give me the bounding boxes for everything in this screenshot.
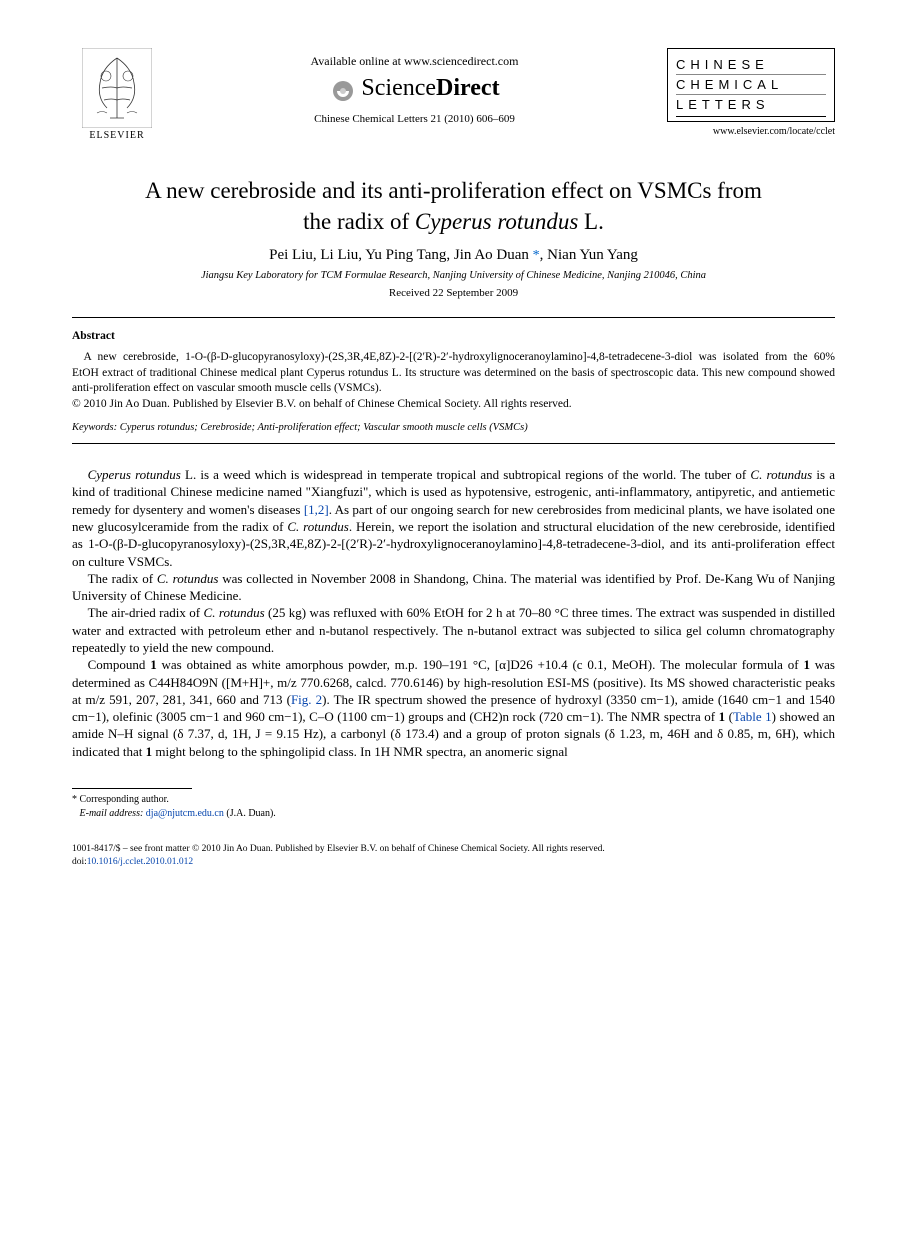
- journal-title-box: CHINESE CHEMICAL LETTERS: [667, 48, 835, 122]
- email-label: E-mail address:: [80, 808, 146, 819]
- authors-main: Pei Liu, Li Liu, Yu Ping Tang, Jin Ao Du…: [269, 247, 533, 263]
- journal-reference: Chinese Chemical Letters 21 (2010) 606–6…: [162, 113, 667, 125]
- keywords-text: Cyperus rotundus; Cerebroside; Anti-prol…: [120, 422, 528, 433]
- elsevier-logo-block: ELSEVIER: [72, 48, 162, 141]
- p3-species: C. rotundus: [204, 605, 265, 620]
- doi-line: doi:10.1016/j.cclet.2010.01.012: [72, 856, 835, 869]
- p1-species-2: C. rotundus: [750, 467, 812, 482]
- doi-label: doi:: [72, 857, 87, 867]
- para-4: Compound 1 was obtained as white amorpho…: [72, 656, 835, 760]
- received-date: Received 22 September 2009: [72, 287, 835, 299]
- p1-t1: L. is a weed which is widespread in temp…: [181, 467, 751, 482]
- front-matter-line: 1001-8417/$ – see front matter © 2010 Ji…: [72, 843, 835, 856]
- sd-swoosh-icon: [329, 77, 357, 105]
- ref-1-2-link[interactable]: [1,2]: [304, 502, 329, 517]
- p1-species-1: Cyperus rotundus: [88, 467, 181, 482]
- p2-t1: The radix of: [88, 571, 157, 586]
- corresponding-author: * Corresponding author.: [72, 793, 835, 807]
- header-center: Available online at www.sciencedirect.co…: [162, 48, 667, 125]
- authors-last: , Nian Yun Yang: [540, 247, 638, 263]
- title-line-1: A new cerebroside and its anti-prolifera…: [145, 178, 762, 203]
- para-1: Cyperus rotundus L. is a weed which is w…: [72, 466, 835, 570]
- title-species: Cyperus rotundus: [415, 209, 578, 234]
- footnote-block: * Corresponding author. E-mail address: …: [72, 793, 835, 821]
- journal-box-line-3: LETTERS: [676, 95, 826, 117]
- authors-line: Pei Liu, Li Liu, Yu Ping Tang, Jin Ao Du…: [72, 247, 835, 264]
- keywords-label: Keywords:: [72, 422, 120, 433]
- sciencedirect-logo: ScienceDirect: [162, 75, 667, 105]
- elsevier-tree-icon: [82, 48, 152, 128]
- para-3: The air-dried radix of C. rotundus (25 k…: [72, 604, 835, 656]
- rule-bottom: [72, 443, 835, 444]
- journal-box-line-1: CHINESE: [676, 55, 826, 75]
- corresponding-star-icon: *: [533, 248, 540, 263]
- p4-t1: Compound: [88, 657, 151, 672]
- title-line-2a: the radix of: [303, 209, 415, 234]
- p2-species: C. rotundus: [157, 571, 219, 586]
- journal-url: www.elsevier.com/locate/cclet: [667, 126, 835, 137]
- abstract-body: A new cerebroside, 1-O-(β-D-glucopyranos…: [72, 350, 835, 397]
- header-row: ELSEVIER Available online at www.science…: [72, 48, 835, 141]
- keywords-line: Keywords: Cyperus rotundus; Cerebroside;…: [72, 422, 835, 433]
- abstract-copyright: © 2010 Jin Ao Duan. Published by Elsevie…: [72, 397, 835, 413]
- doi-link[interactable]: 10.1016/j.cclet.2010.01.012: [87, 857, 193, 867]
- footnote-rule: [72, 788, 192, 789]
- para-2: The radix of C. rotundus was collected i…: [72, 570, 835, 605]
- journal-box-wrap: CHINESE CHEMICAL LETTERS www.elsevier.co…: [667, 48, 835, 137]
- title-line-2c: L.: [578, 209, 604, 234]
- email-line: E-mail address: dja@njutcm.edu.cn (J.A. …: [72, 807, 835, 821]
- p3-t1: The air-dried radix of: [88, 605, 204, 620]
- sd-logo-science: Science: [361, 75, 436, 101]
- body-text: Cyperus rotundus L. is a weed which is w…: [72, 466, 835, 760]
- p4-t7: might belong to the sphingolipid class. …: [152, 744, 568, 759]
- email-tail: (J.A. Duan).: [224, 808, 276, 819]
- p1-species-3: C. rotundus: [287, 519, 349, 534]
- elsevier-label: ELSEVIER: [72, 130, 162, 141]
- email-link[interactable]: dja@njutcm.edu.cn: [146, 808, 224, 819]
- journal-box-line-2: CHEMICAL: [676, 75, 826, 95]
- sd-logo-direct: Direct: [436, 75, 500, 101]
- affiliation: Jiangsu Key Laboratory for TCM Formulae …: [72, 270, 835, 281]
- article-title: A new cerebroside and its anti-prolifera…: [72, 175, 835, 237]
- p4-t2: was obtained as white amorphous powder, …: [157, 657, 804, 672]
- bottom-block: 1001-8417/$ – see front matter © 2010 Ji…: [72, 843, 835, 870]
- abstract-block: Abstract A new cerebroside, 1-O-(β-D-glu…: [72, 318, 835, 443]
- abstract-heading: Abstract: [72, 330, 835, 342]
- page: ELSEVIER Available online at www.science…: [0, 0, 907, 910]
- table-1-link[interactable]: Table 1: [733, 709, 772, 724]
- fig-2-link[interactable]: Fig. 2: [291, 692, 322, 707]
- p4-t5: (: [725, 709, 733, 724]
- available-online-text: Available online at www.sciencedirect.co…: [162, 54, 667, 69]
